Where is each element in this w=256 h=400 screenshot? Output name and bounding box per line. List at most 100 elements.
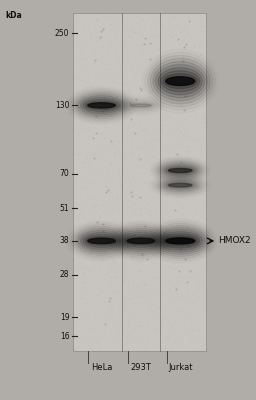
Point <box>97 77 101 84</box>
Point <box>157 218 161 224</box>
Point <box>128 303 132 310</box>
Point <box>143 223 147 229</box>
Point <box>120 16 124 23</box>
Point <box>101 103 105 109</box>
Point <box>187 173 191 180</box>
Point <box>89 37 93 43</box>
Point <box>113 262 117 269</box>
Point <box>186 288 190 294</box>
Point <box>146 44 150 50</box>
Point <box>136 284 140 290</box>
Point <box>145 313 149 320</box>
Point <box>192 31 196 37</box>
Point <box>96 36 100 42</box>
Point <box>81 46 85 52</box>
Point <box>74 154 79 161</box>
Point <box>94 90 98 97</box>
Point <box>155 183 159 190</box>
Point <box>193 98 197 104</box>
Point <box>134 269 138 275</box>
Point <box>117 173 121 179</box>
Point <box>129 296 133 302</box>
Point <box>186 143 190 149</box>
Point <box>150 131 154 138</box>
Point <box>174 194 178 200</box>
Point <box>172 126 176 132</box>
Point <box>152 126 156 132</box>
Point <box>132 234 136 240</box>
Point <box>172 38 176 44</box>
Point <box>150 175 154 181</box>
Point <box>159 317 163 323</box>
Point <box>132 232 136 238</box>
Point <box>161 194 165 201</box>
Point <box>96 308 100 315</box>
Point <box>124 258 128 264</box>
Text: 16: 16 <box>60 332 69 341</box>
Point <box>140 18 144 24</box>
Point <box>157 70 161 76</box>
Point <box>171 288 175 294</box>
Point <box>106 122 110 129</box>
Point <box>163 154 167 160</box>
Point <box>74 52 78 59</box>
Point <box>84 238 88 245</box>
Point <box>85 86 89 92</box>
Point <box>150 213 154 219</box>
Point <box>104 183 108 189</box>
Point <box>132 12 136 19</box>
Point <box>105 105 109 112</box>
Point <box>84 84 88 90</box>
Point <box>105 259 110 266</box>
Point <box>169 62 173 68</box>
Point <box>127 221 131 228</box>
Point <box>189 50 193 57</box>
Point <box>202 157 206 164</box>
Point <box>200 247 204 254</box>
Point <box>76 150 80 157</box>
Point <box>99 260 103 267</box>
Point <box>133 10 137 17</box>
Point <box>83 222 87 228</box>
Point <box>81 16 85 22</box>
Point <box>92 282 96 288</box>
Point <box>103 334 107 340</box>
Point <box>137 165 142 172</box>
Point <box>174 266 178 272</box>
Point <box>148 160 152 166</box>
Point <box>133 50 137 56</box>
Point <box>193 267 197 273</box>
Point <box>190 318 194 324</box>
Point <box>181 115 185 122</box>
Ellipse shape <box>166 77 195 86</box>
Point <box>101 293 105 299</box>
Point <box>118 276 122 282</box>
Point <box>113 31 118 38</box>
Point <box>202 282 207 288</box>
Point <box>199 50 203 57</box>
Point <box>93 74 97 80</box>
Point <box>109 14 113 20</box>
Ellipse shape <box>88 103 115 108</box>
Point <box>110 226 114 232</box>
Point <box>174 67 178 74</box>
Point <box>80 52 84 58</box>
Point <box>138 258 142 265</box>
Point <box>88 223 92 230</box>
Point <box>125 54 129 61</box>
Point <box>179 261 184 267</box>
Point <box>98 236 102 242</box>
Point <box>179 41 183 47</box>
Point <box>104 106 108 112</box>
Point <box>145 256 149 262</box>
Point <box>94 34 99 40</box>
Point <box>106 316 110 322</box>
Point <box>189 268 193 274</box>
Point <box>159 263 164 269</box>
Point <box>165 334 169 341</box>
Point <box>86 140 90 146</box>
Point <box>160 216 164 222</box>
Point <box>184 343 188 350</box>
Ellipse shape <box>76 94 127 117</box>
Point <box>201 55 206 62</box>
